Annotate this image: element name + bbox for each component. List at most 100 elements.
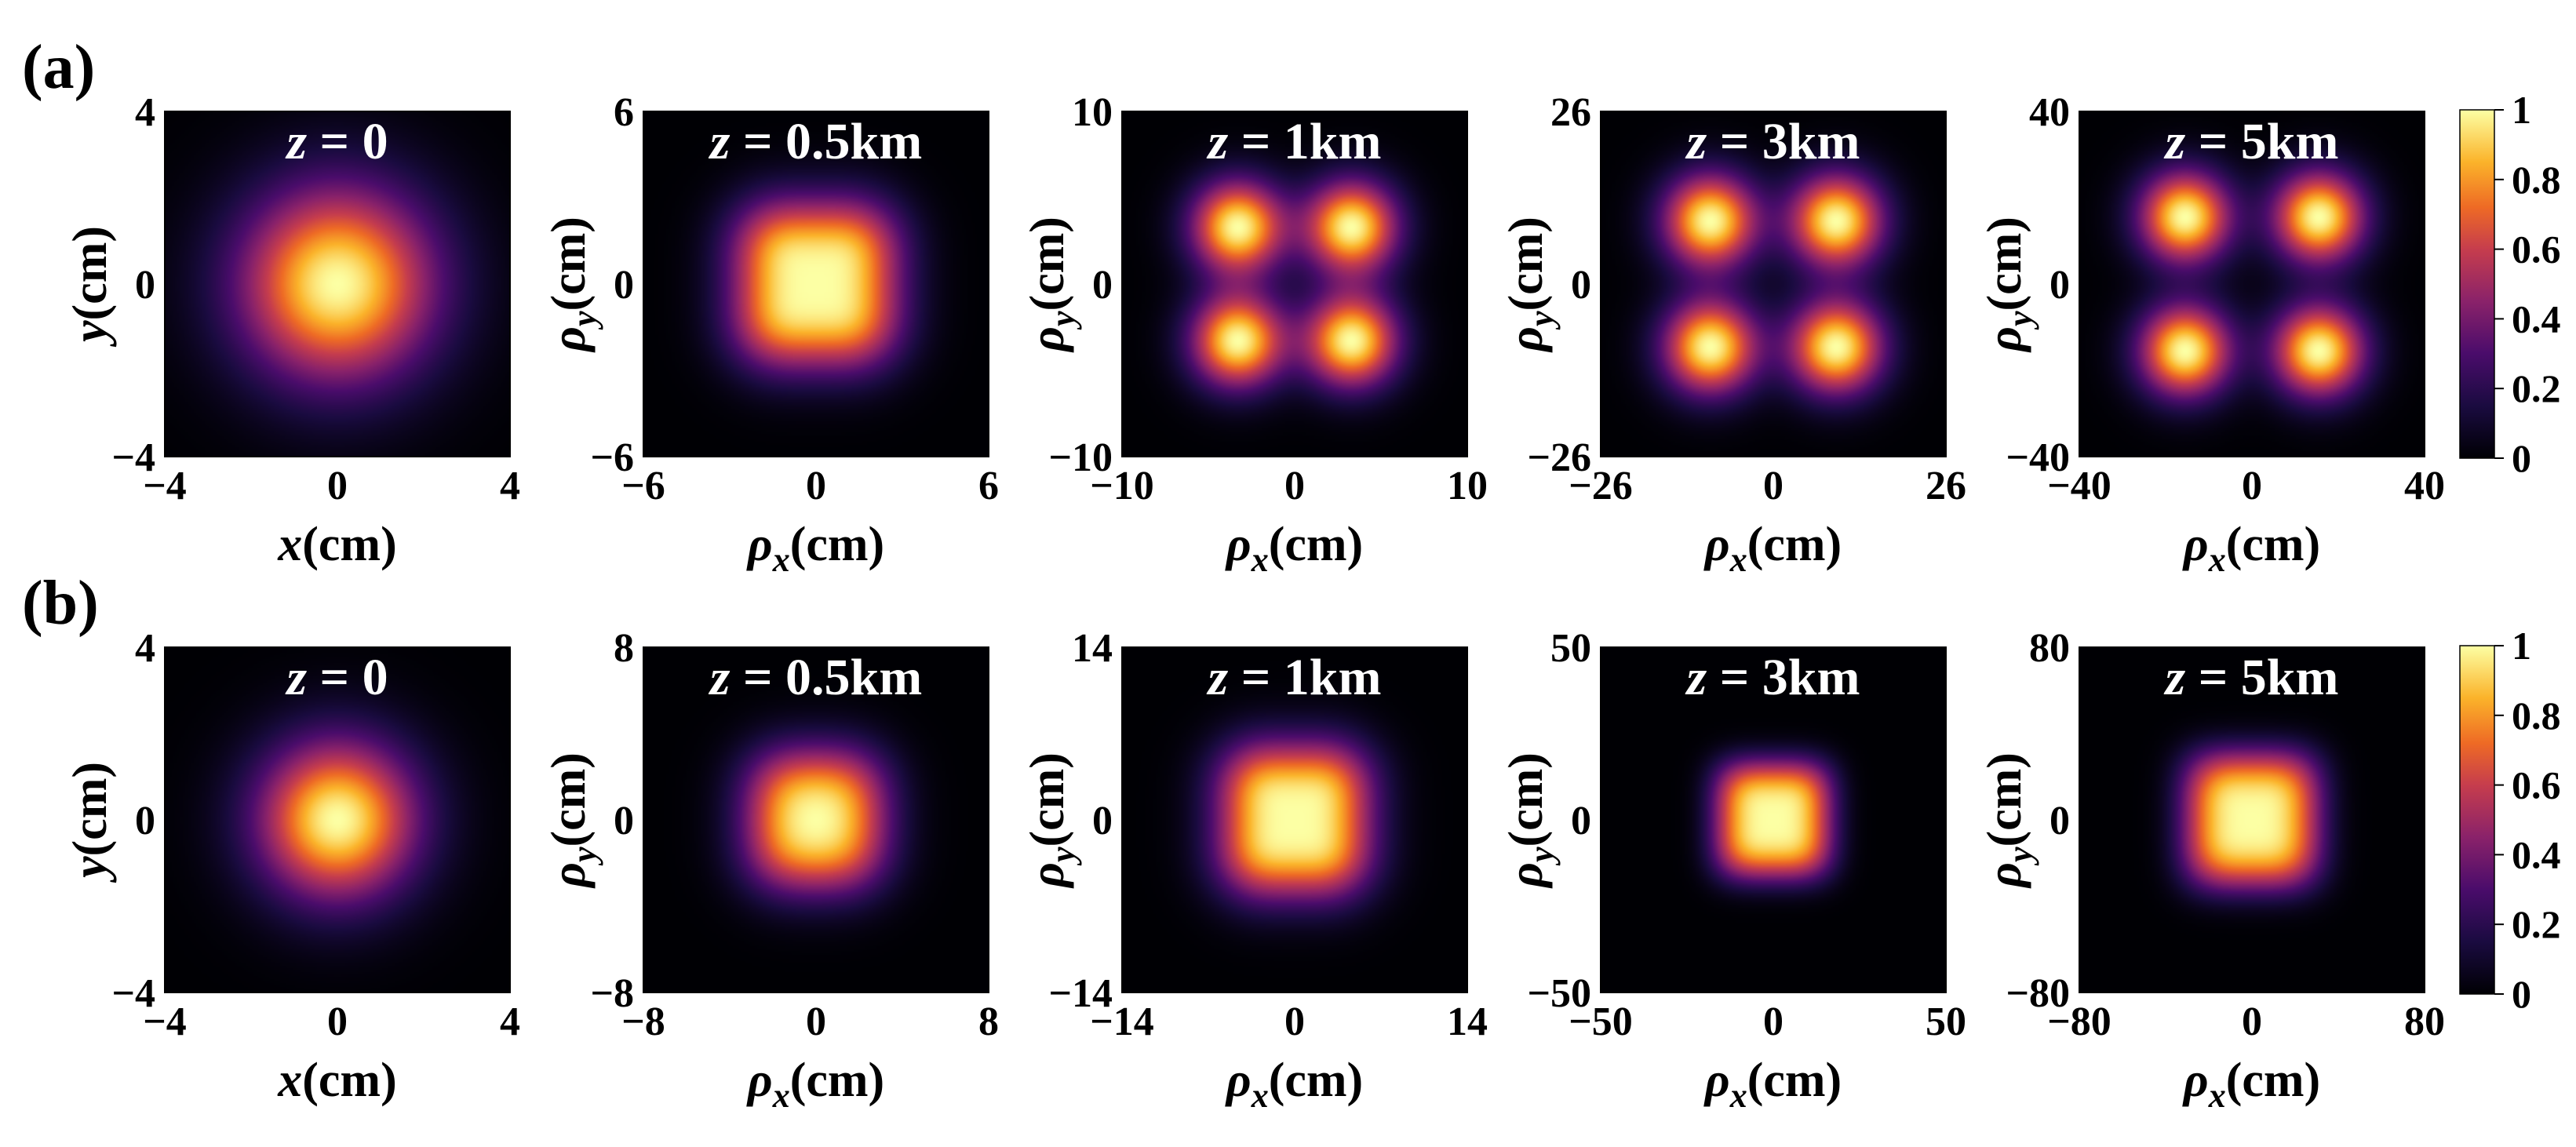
y-axis-label: ρy(cm)	[542, 752, 603, 889]
y-tick-label: 0	[614, 263, 634, 308]
x-tick-label: 10	[1447, 464, 1488, 508]
x-axis-label: ρx(cm)	[2182, 518, 2320, 579]
y-tick-label: 4	[135, 90, 155, 135]
plot-title: z = 0	[285, 113, 388, 170]
y-tick-label: −4	[111, 435, 155, 480]
y-tick-label: 0	[1092, 799, 1113, 843]
x-tick-label: 0	[1284, 1000, 1305, 1044]
intensity-map	[2079, 647, 2425, 992]
intensity-map	[1122, 111, 1467, 457]
x-tick-label: −50	[1569, 1000, 1633, 1044]
plot-frame	[164, 646, 511, 993]
y-axis-label: ρy(cm)	[1021, 752, 1082, 889]
heatmap-plot: z = 0 −4 0 4 4 0 −4 x(cm) y(cm)	[64, 90, 520, 571]
plot-title: z = 1km	[1207, 113, 1382, 170]
x-tick-label: 14	[1447, 1000, 1488, 1044]
y-tick-label: 4	[135, 626, 155, 671]
row-b: z = 0−4 0 440−4x(cm)y(cm)z = 0.5km−8 0 880−8…	[64, 626, 2445, 1115]
y-tick-label: −26	[1527, 435, 1591, 480]
plot-title: z = 5km	[2164, 113, 2339, 170]
y-axis-label: ρy(cm)	[542, 217, 603, 353]
plot-title: z = 3km	[1685, 649, 1860, 706]
heatmap-plot: z = 1km −10 0 10 10 0 −10 ρx(cm) ρy(cm)	[1021, 90, 1488, 579]
plot-frame	[1121, 646, 1468, 993]
y-tick-label: 8	[614, 626, 634, 671]
x-tick-label: 50	[1926, 1000, 1966, 1044]
plot-title: z = 0.5km	[709, 113, 922, 170]
y-tick-label: 10	[1072, 90, 1113, 135]
colorbar-tick-label: 0.6	[2512, 763, 2561, 807]
plot-title: z = 1km	[1207, 649, 1382, 706]
x-tick-label: 26	[1926, 464, 1966, 508]
x-axis-label: x(cm)	[277, 518, 396, 571]
heatmap-plot: z = 0.5km −6 0 6 6 0 −6 ρx(cm) ρy(cm)	[542, 90, 999, 579]
colorbar-gradient	[2459, 645, 2495, 995]
y-axis-label: y(cm)	[64, 762, 117, 883]
plot-frame	[1121, 111, 1468, 457]
colorbar-tick-label: 0.2	[2512, 366, 2561, 410]
x-tick-label: 0	[2242, 464, 2262, 508]
x-tick-label: 0	[806, 464, 826, 508]
x-axis-label: ρx(cm)	[746, 518, 884, 579]
heatmap-plot: z = 0.5km −8 0 8 8 0 −8 ρx(cm) ρy(cm)	[542, 626, 999, 1115]
x-axis-label: ρx(cm)	[746, 1054, 884, 1115]
x-tick-label: 0	[1763, 1000, 1784, 1044]
heatmap-plot: z = 5km −80 0 80 80 0 −80 ρx(cm) ρy(cm)	[1978, 626, 2445, 1115]
x-tick-label: −10	[1090, 464, 1154, 508]
plot-frame	[643, 111, 989, 457]
x-tick-label: −4	[143, 1000, 187, 1044]
plot-frame	[1600, 646, 1947, 993]
x-axis-label: ρx(cm)	[1703, 518, 1842, 579]
x-tick-label: 0	[806, 1000, 826, 1044]
y-axis-label: ρy(cm)	[1499, 752, 1561, 889]
panel-label-b: (b)	[22, 569, 99, 638]
y-tick-label: 0	[135, 263, 155, 308]
x-tick-label: 0	[1763, 464, 1784, 508]
x-tick-label: −14	[1090, 1000, 1154, 1044]
plot-title: z = 5km	[2164, 649, 2339, 706]
y-axis-label: ρy(cm)	[1978, 752, 2039, 889]
intensity-map	[643, 111, 989, 457]
x-tick-label: −26	[1569, 464, 1633, 508]
x-axis-label: ρx(cm)	[2182, 1054, 2320, 1115]
y-tick-label: 40	[2029, 90, 2070, 135]
x-tick-label: 80	[2404, 1000, 2445, 1044]
colorbar-tick-label: 0.8	[2512, 694, 2561, 737]
y-axis-label: ρy(cm)	[1978, 217, 2039, 353]
y-tick-label: −40	[2006, 435, 2070, 480]
row-a: z = 0−4 0 440−4x(cm)y(cm)z = 0.5km−6 0 660−6…	[64, 90, 2445, 579]
colorbar-tick-label: 1	[2512, 88, 2531, 132]
y-tick-label: 0	[2050, 799, 2070, 843]
y-tick-label: 26	[1550, 90, 1591, 135]
y-tick-label: −14	[1048, 971, 1113, 1016]
heatmap-plot: z = 3km −50 0 50 50 0 −50 ρx(cm) ρy(cm)	[1499, 626, 1966, 1115]
x-axis-label: ρx(cm)	[1703, 1054, 1842, 1115]
x-tick-label: −4	[143, 464, 187, 508]
x-tick-label: 0	[2242, 1000, 2262, 1044]
heatmap-plot: z = 5km −40 0 40 40 0 −40 ρx(cm) ρy(cm)	[1978, 90, 2445, 579]
plot-frame	[643, 646, 989, 993]
x-tick-label: 4	[500, 464, 520, 508]
y-tick-label: 0	[1092, 263, 1113, 308]
colorbar-gradient	[2459, 109, 2495, 459]
colorbar-tick-label: 0.2	[2512, 902, 2561, 946]
y-tick-label: −80	[2006, 971, 2070, 1016]
colorbar-tick-label: 0.8	[2512, 158, 2561, 202]
x-tick-label: 0	[1284, 464, 1305, 508]
y-tick-label: 0	[1571, 263, 1591, 308]
intensity-map	[1122, 647, 1467, 992]
x-tick-label: 8	[978, 1000, 999, 1044]
colorbar: 1 0.8 0.6 0.4 0.2 0	[2459, 88, 2561, 480]
x-axis-label: ρx(cm)	[1225, 1054, 1363, 1115]
y-tick-label: −8	[590, 971, 634, 1016]
intensity-map	[643, 647, 989, 992]
y-tick-label: 50	[1550, 626, 1591, 671]
y-tick-label: 14	[1072, 626, 1113, 671]
y-tick-label: 0	[135, 799, 155, 843]
plot-title: z = 0	[285, 649, 388, 706]
heatmap-plot: z = 3km −26 0 26 26 0 −26 ρx(cm) ρy(cm)	[1499, 90, 1966, 579]
x-tick-label: 6	[978, 464, 999, 508]
colorbar-tick-label: 0.4	[2512, 832, 2561, 876]
intensity-map	[165, 111, 510, 457]
